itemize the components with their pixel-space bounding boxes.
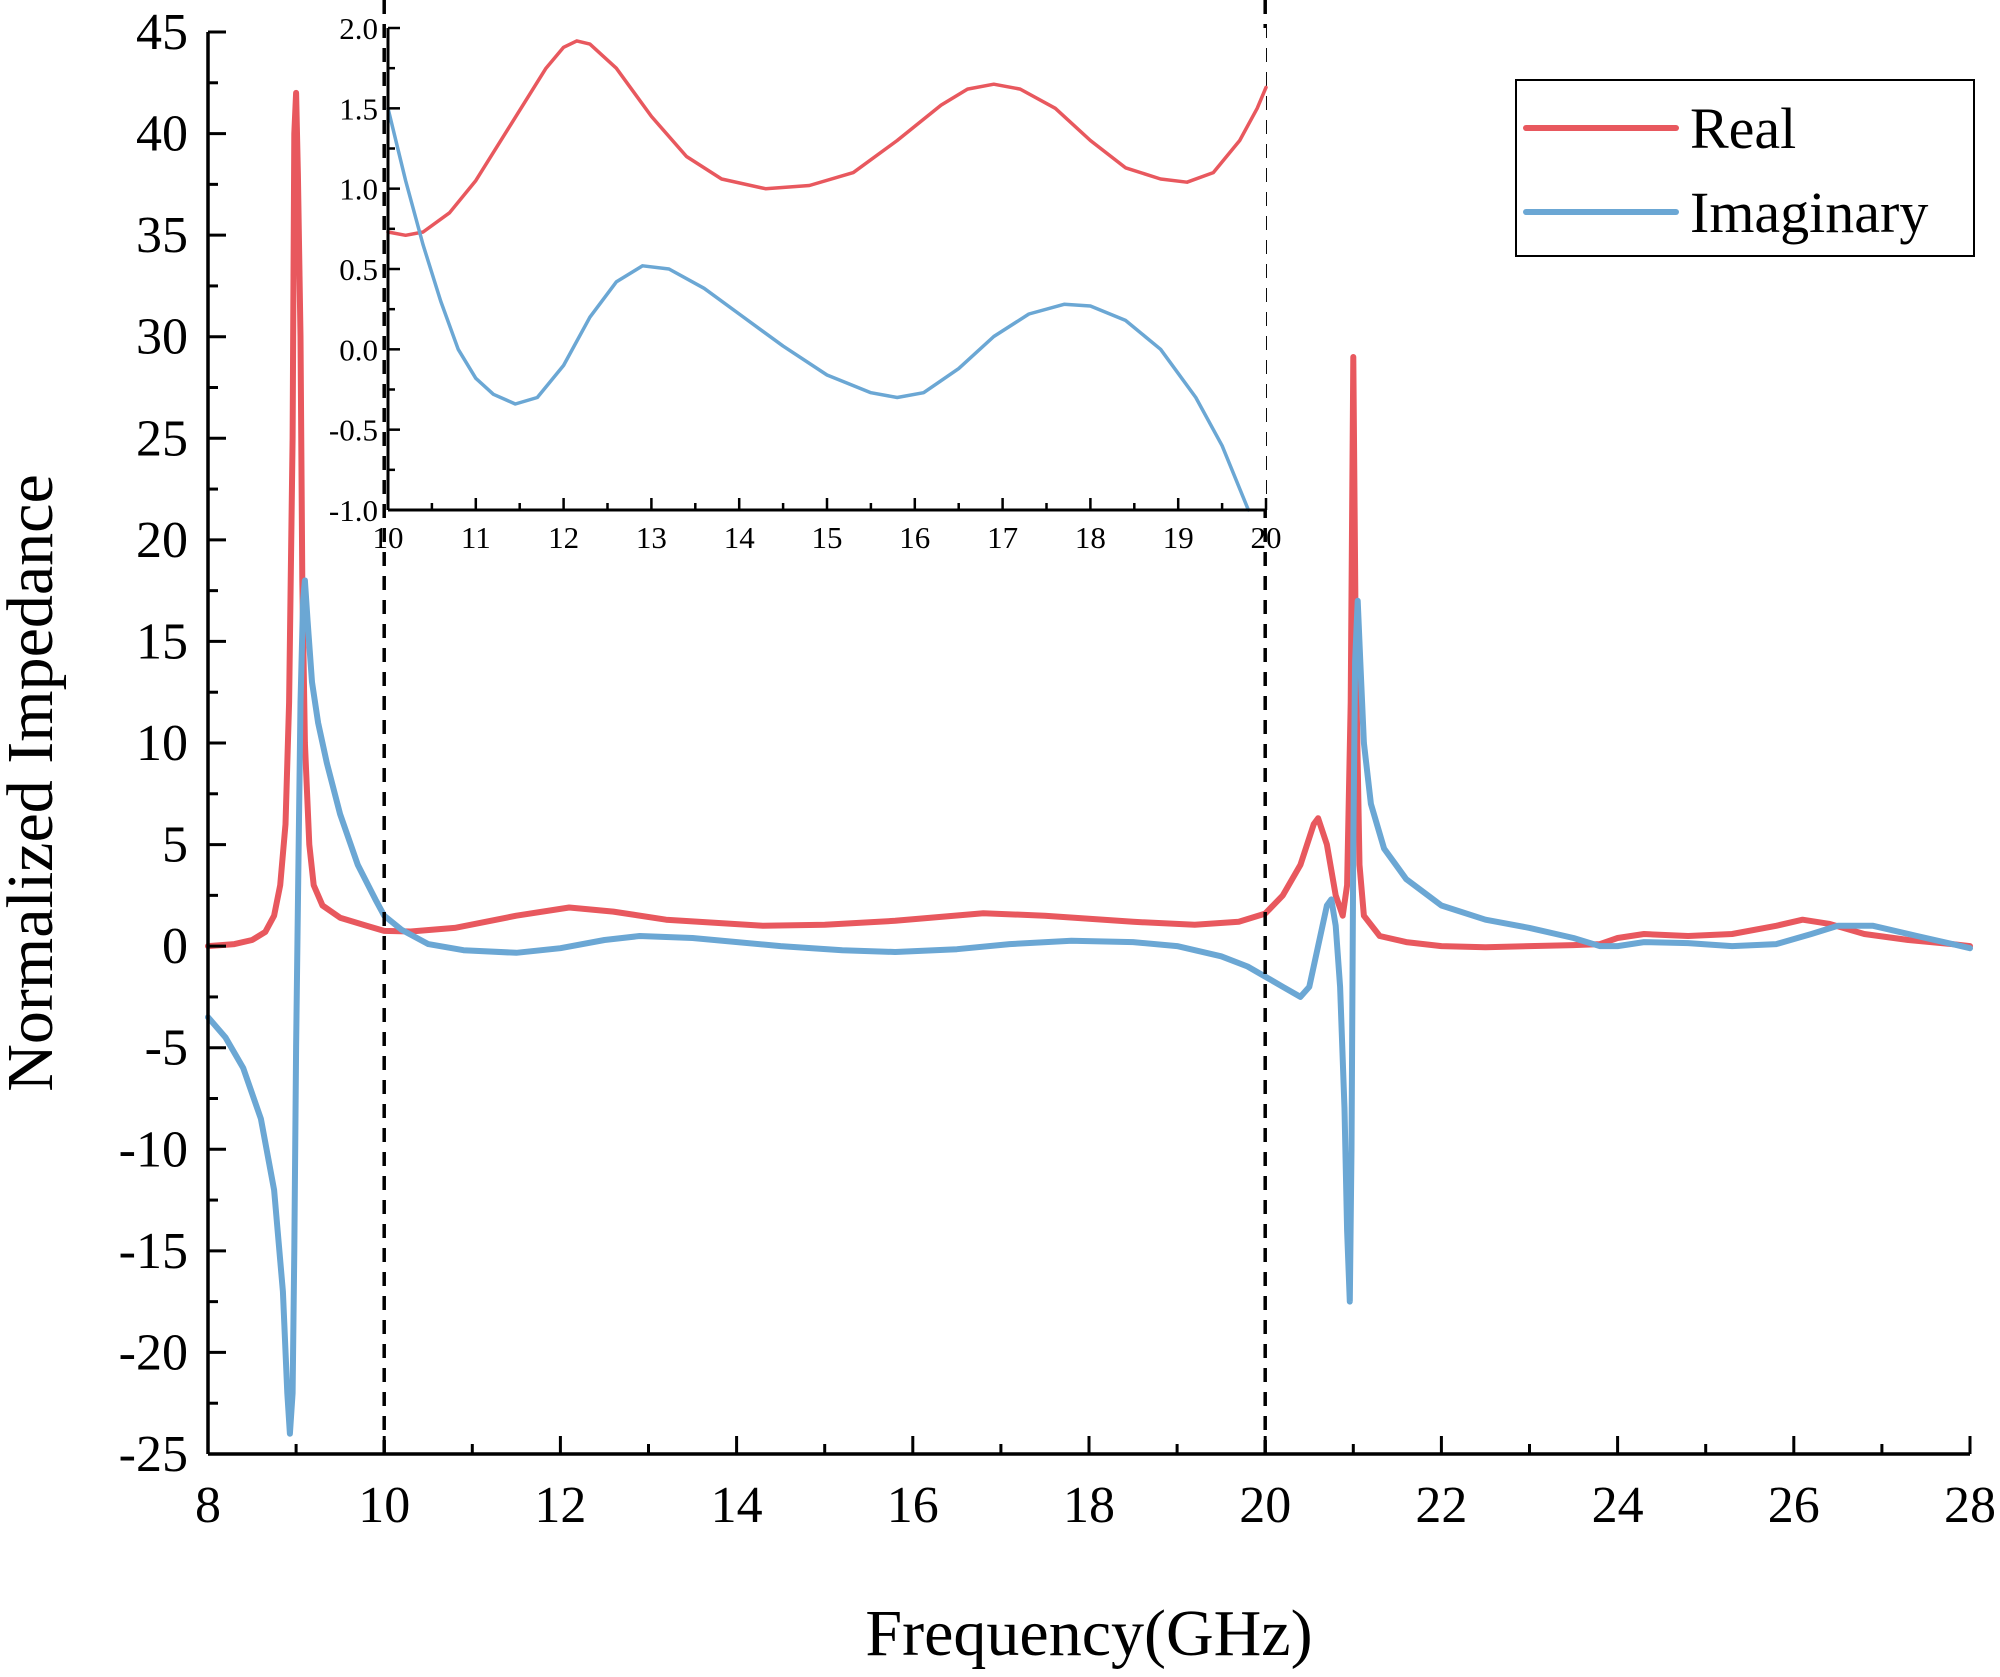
inset-x-tick-label: 17 xyxy=(987,520,1018,555)
inset-x-tick-label: 11 xyxy=(461,520,491,555)
y-tick-label: 0 xyxy=(162,918,188,975)
y-tick-label: -15 xyxy=(119,1223,188,1280)
inset-x-tick-label: 12 xyxy=(548,520,579,555)
inset-x-tick-label: 19 xyxy=(1163,520,1194,555)
inset-x-tick-label: 20 xyxy=(1251,520,1282,555)
y-tick-label: 40 xyxy=(136,106,188,163)
y-tick-label: 5 xyxy=(162,817,188,874)
y-tick-label: 45 xyxy=(136,4,188,61)
inset-y-tick-label: 0.5 xyxy=(339,252,378,287)
x-tick-label: 24 xyxy=(1592,1477,1644,1534)
x-axis-title: Frequency(GHz) xyxy=(865,1597,1312,1670)
x-tick-label: 26 xyxy=(1768,1477,1820,1534)
x-tick-label: 14 xyxy=(711,1477,763,1534)
x-tick-label: 20 xyxy=(1239,1477,1291,1534)
x-tick-label: 22 xyxy=(1415,1477,1467,1534)
x-tick-label: 16 xyxy=(887,1477,939,1534)
x-tick-label: 28 xyxy=(1944,1477,1996,1534)
inset-y-tick-label: 1.0 xyxy=(339,172,378,207)
inset-x-tick-label: 14 xyxy=(724,520,756,555)
inset-y-tick-label: 2.0 xyxy=(339,11,378,46)
inset-x-tick-label: 18 xyxy=(1075,520,1106,555)
inset-series-line-real xyxy=(386,39,1268,238)
y-tick-label: 25 xyxy=(136,410,188,467)
main-plot: 8 10 12 14 16 18 20 22 24 26 28-25-20-15-10-505101… xyxy=(119,0,1996,1534)
y-tick-label: 15 xyxy=(136,613,188,670)
y-axis-title: Normalized Impedance xyxy=(0,474,67,1092)
inset-series-layer xyxy=(386,39,1268,512)
y-tick-label: 30 xyxy=(136,309,188,366)
y-tick-label: 20 xyxy=(136,512,188,569)
inset-y-tick-label: -1.0 xyxy=(329,493,378,528)
inset-y-tick-label: 0.0 xyxy=(339,332,378,367)
legend-label-real: Real xyxy=(1690,96,1796,161)
series-line-imaginary xyxy=(205,577,1973,1437)
y-tick-label: -25 xyxy=(119,1426,188,1483)
legend-box xyxy=(1515,79,1975,257)
y-tick-label: 10 xyxy=(136,715,188,772)
y-tick-label: -20 xyxy=(119,1324,188,1381)
x-tick-label: 8 xyxy=(195,1477,221,1534)
legend-label-imaginary: Imaginary xyxy=(1690,180,1928,245)
legend: Real Imaginary xyxy=(1515,79,1975,257)
inset-background xyxy=(388,28,1266,510)
inset-plot: 10 11 12 13 14 15 16 17 18 19 20 -1.0 -0.5 0.0 0.5 1.0 1… xyxy=(329,11,1282,555)
inset-x-tick-label: 10 xyxy=(373,520,404,555)
inset-y-tick-label: -0.5 xyxy=(329,413,378,448)
x-tick-label: 18 xyxy=(1063,1477,1115,1534)
y-tick-label: 35 xyxy=(136,207,188,264)
inset-series-line-imaginary xyxy=(386,106,1251,512)
x-tick-label: 12 xyxy=(534,1477,586,1534)
main-ticks: 8 10 12 14 16 18 20 22 24 26 28-25-20-15-10-505101… xyxy=(119,4,1996,1534)
inset-y-tick-label: 1.5 xyxy=(339,91,378,126)
y-tick-label: -5 xyxy=(145,1020,188,1077)
x-tick-label: 10 xyxy=(358,1477,410,1534)
inset-x-tick-label: 16 xyxy=(899,520,930,555)
y-tick-label: -10 xyxy=(119,1121,188,1178)
inset-x-tick-label: 15 xyxy=(812,520,843,555)
inset-x-tick-label: 13 xyxy=(636,520,667,555)
main-series-layer xyxy=(205,89,1973,1437)
inset-ticks: 10 11 12 13 14 15 16 17 18 19 20 -1.0 -0.5 0.0 0.5 1.0 1… xyxy=(329,11,1282,555)
